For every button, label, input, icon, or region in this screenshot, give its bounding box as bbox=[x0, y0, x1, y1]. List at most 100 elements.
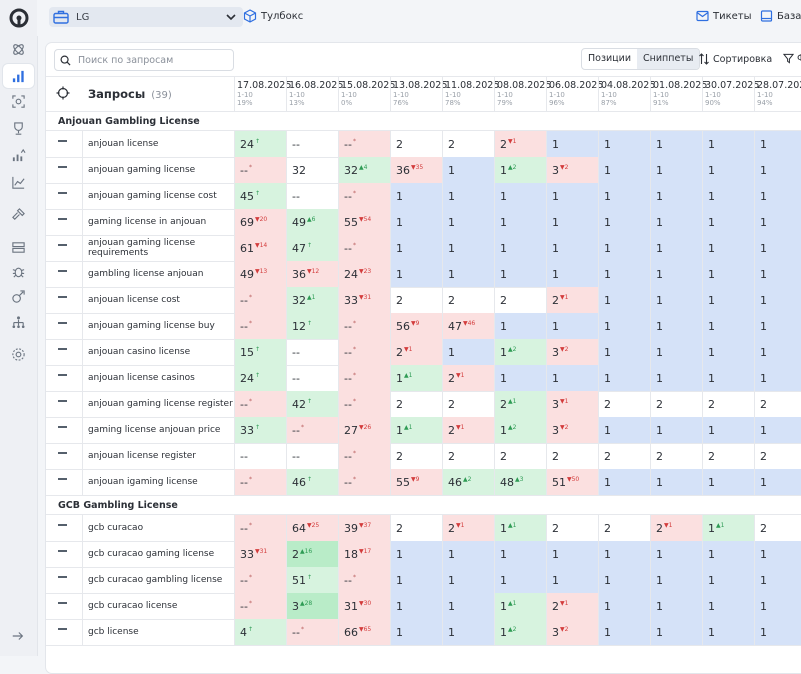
position-cell[interactable]: 1 bbox=[650, 287, 702, 313]
position-cell[interactable]: 2 ▼1 bbox=[546, 287, 598, 313]
position-cell[interactable]: 1 bbox=[650, 417, 702, 443]
position-cell[interactable]: -- * bbox=[286, 417, 338, 443]
position-cell[interactable]: 1 bbox=[754, 619, 801, 645]
position-cell[interactable]: 1 bbox=[390, 567, 442, 593]
query-keyword[interactable]: gcb license bbox=[82, 619, 234, 645]
position-cell[interactable]: 1 bbox=[494, 313, 546, 339]
position-cell[interactable]: 1 bbox=[650, 157, 702, 183]
position-cell[interactable]: 1 bbox=[546, 261, 598, 287]
position-cell[interactable]: 51 ↑ bbox=[286, 567, 338, 593]
position-cell[interactable]: 1 bbox=[442, 235, 494, 261]
position-cell[interactable]: -- * bbox=[234, 287, 286, 313]
position-cell[interactable]: 1 bbox=[598, 131, 650, 157]
collapse-dash-icon[interactable] bbox=[58, 348, 67, 350]
position-cell[interactable]: 2 bbox=[598, 443, 650, 469]
position-cell[interactable]: 1 bbox=[390, 235, 442, 261]
collapse-dash-icon[interactable] bbox=[58, 426, 67, 428]
position-cell[interactable]: 1 ▲2 bbox=[494, 619, 546, 645]
position-cell[interactable]: 1 bbox=[546, 541, 598, 567]
query-keyword[interactable]: gcb curacao license bbox=[82, 593, 234, 619]
position-cell[interactable]: 1 bbox=[598, 287, 650, 313]
position-cell[interactable]: 1 bbox=[650, 469, 702, 495]
collapse-dash-icon[interactable] bbox=[58, 374, 67, 376]
position-cell[interactable]: 1 ▲2 bbox=[494, 339, 546, 365]
position-cell[interactable]: 32 ▲4 bbox=[338, 157, 390, 183]
query-keyword[interactable]: anjouan license cost bbox=[82, 287, 234, 313]
position-cell[interactable]: 1 bbox=[494, 209, 546, 235]
query-keyword[interactable]: anjouan gaming license cost bbox=[82, 183, 234, 209]
position-cell[interactable]: 1 bbox=[442, 339, 494, 365]
position-cell[interactable]: -- bbox=[286, 183, 338, 209]
position-cell[interactable]: 2 bbox=[754, 515, 801, 541]
position-cell[interactable]: 69 ▼20 bbox=[234, 209, 286, 235]
position-cell[interactable]: 1 bbox=[754, 183, 801, 209]
position-cell[interactable]: 2 bbox=[390, 391, 442, 417]
position-cell[interactable]: 4 ↑ bbox=[234, 619, 286, 645]
position-cell[interactable]: 1 bbox=[598, 567, 650, 593]
position-cell[interactable]: 1 bbox=[546, 131, 598, 157]
position-cell[interactable]: 2 bbox=[390, 515, 442, 541]
position-cell[interactable]: 1 bbox=[442, 541, 494, 567]
collapse-dash-icon[interactable] bbox=[58, 218, 67, 220]
position-cell[interactable]: -- * bbox=[234, 391, 286, 417]
position-cell[interactable]: 1 bbox=[702, 209, 754, 235]
position-cell[interactable]: -- * bbox=[234, 515, 286, 541]
position-cell[interactable]: 1 bbox=[702, 417, 754, 443]
collapse-dash-icon[interactable] bbox=[58, 478, 67, 480]
position-cell[interactable]: 18 ▼17 bbox=[338, 541, 390, 567]
query-keyword[interactable]: anjouan gaming license requirements bbox=[82, 235, 234, 261]
position-cell[interactable]: 66 ▼65 bbox=[338, 619, 390, 645]
position-cell[interactable]: -- bbox=[286, 131, 338, 157]
tickets-button[interactable]: Тикеты bbox=[696, 10, 752, 22]
collapse-dash-icon[interactable] bbox=[58, 166, 67, 168]
position-cell[interactable]: 2 bbox=[390, 443, 442, 469]
position-cell[interactable]: 1 bbox=[546, 235, 598, 261]
search-box[interactable] bbox=[54, 49, 234, 71]
filter-button[interactable]: Ф bbox=[783, 53, 801, 64]
position-cell[interactable]: 1 bbox=[650, 593, 702, 619]
table-row[interactable]: anjouan license register -- -- -- * 2 2 2 2 2 2 2 2 bbox=[46, 443, 801, 470]
query-keyword[interactable]: anjouan gaming license register bbox=[82, 391, 234, 417]
collapse-dash-icon[interactable] bbox=[58, 322, 67, 324]
position-cell[interactable]: 2 bbox=[546, 515, 598, 541]
position-cell[interactable]: -- * bbox=[234, 157, 286, 183]
date-column-header[interactable]: 30.07.2025 1-10 90% bbox=[702, 77, 759, 111]
position-cell[interactable]: 1 bbox=[650, 235, 702, 261]
collapse-dash-icon[interactable] bbox=[58, 628, 67, 630]
position-cell[interactable]: 1 bbox=[598, 541, 650, 567]
collapse-dash-icon[interactable] bbox=[58, 400, 67, 402]
table-row[interactable]: gcb curacao gaming license 33 ▼31 2 ▲16 18 ▼17… bbox=[46, 541, 801, 568]
positions-chart-icon[interactable] bbox=[3, 64, 34, 88]
position-cell[interactable]: 1 bbox=[702, 131, 754, 157]
position-cell[interactable]: -- bbox=[286, 339, 338, 365]
position-cell[interactable]: 1 bbox=[546, 183, 598, 209]
position-cell[interactable]: 1 bbox=[494, 365, 546, 391]
position-cell[interactable]: 2 ▼1 bbox=[442, 515, 494, 541]
position-cell[interactable]: 36 ▼12 bbox=[286, 261, 338, 287]
position-cell[interactable]: 1 bbox=[702, 593, 754, 619]
position-cell[interactable]: 2 bbox=[598, 391, 650, 417]
position-cell[interactable]: 47 ▼46 bbox=[442, 313, 494, 339]
position-cell[interactable]: 1 bbox=[546, 313, 598, 339]
position-cell[interactable]: 1 bbox=[754, 235, 801, 261]
project-select[interactable]: LG bbox=[49, 7, 243, 27]
position-cell[interactable]: 1 bbox=[546, 567, 598, 593]
position-cell[interactable]: -- bbox=[234, 443, 286, 469]
position-cell[interactable]: 2 ▼1 bbox=[442, 417, 494, 443]
position-cell[interactable]: 15 ↑ bbox=[234, 339, 286, 365]
position-cell[interactable]: -- * bbox=[338, 131, 390, 157]
position-cell[interactable]: -- * bbox=[338, 567, 390, 593]
position-cell[interactable]: 1 bbox=[650, 183, 702, 209]
table-row[interactable]: anjouan gaming license register -- * 42 ↑ -- *… bbox=[46, 391, 801, 418]
position-cell[interactable]: 1 bbox=[702, 313, 754, 339]
position-cell[interactable]: 2 ▲1 bbox=[494, 391, 546, 417]
position-cell[interactable]: 55 ▼9 bbox=[390, 469, 442, 495]
position-cell[interactable]: 1 bbox=[598, 619, 650, 645]
position-cell[interactable]: 32 bbox=[286, 157, 338, 183]
position-cell[interactable]: 3 ▼2 bbox=[546, 157, 598, 183]
position-cell[interactable]: -- * bbox=[338, 443, 390, 469]
date-column-header[interactable]: 17.08.2025 1-10 19% bbox=[234, 77, 291, 111]
atom-icon[interactable] bbox=[9, 40, 28, 59]
table-row[interactable]: gaming license in anjouan 69 ▼20 49 ▲6 55 ▼54 1… bbox=[46, 209, 801, 236]
